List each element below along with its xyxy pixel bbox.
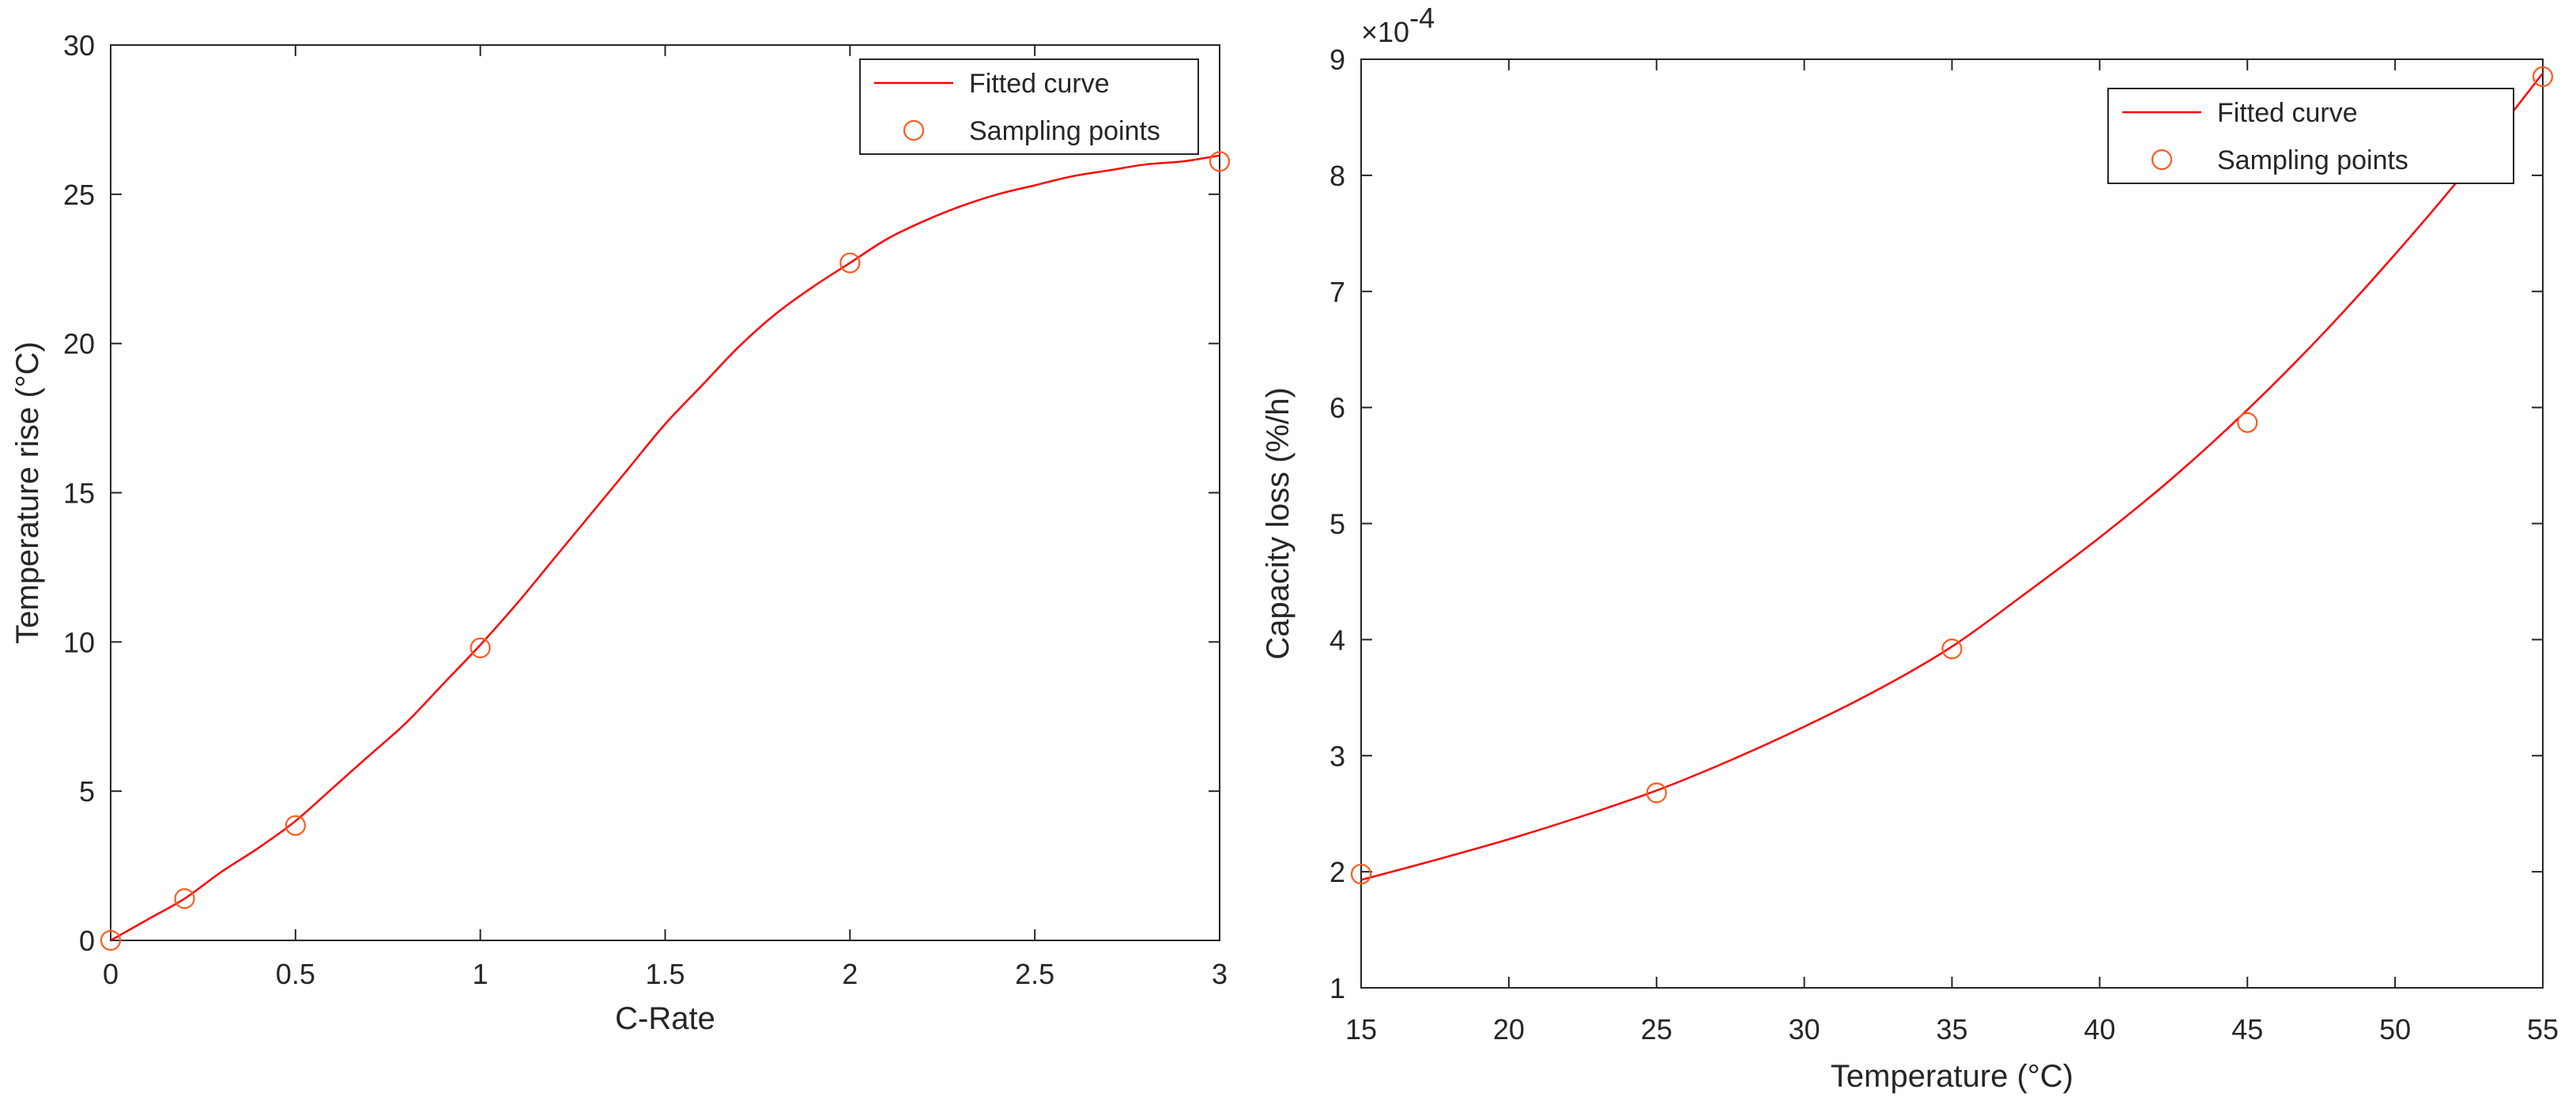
legend-marker-swatch (903, 119, 925, 141)
y-tick-label: 1 (1329, 972, 1345, 1004)
legend-box (859, 58, 1199, 155)
x-tick-label: 2 (842, 958, 858, 990)
x-tick-label: 3 (1212, 958, 1228, 990)
legend-entry-label: Fitted curve (2217, 98, 2358, 128)
x-tick-label: 35 (1936, 1013, 1967, 1046)
sampling-point (2237, 412, 2258, 433)
y-tick-label: 7 (1329, 276, 1345, 308)
legend-entry-label: Sampling points (969, 116, 1160, 146)
y-tick-label: 0 (79, 925, 95, 957)
chart-1: 0 0.5 1 1.5 2 2.5 3051015202530C-RateTemperatu… (10, 29, 1231, 1036)
y-axis-multiplier-exponent: -4 (1409, 2, 1435, 34)
y-axis-label: Capacity loss (%/h) (1261, 387, 1296, 660)
x-tick-label: 2.5 (1015, 958, 1054, 990)
x-tick-label: 40 (2084, 1013, 2115, 1046)
x-tick-label: 15 (1345, 1013, 1377, 1046)
y-tick-label: 5 (79, 775, 95, 808)
x-tick-label: 0.5 (276, 958, 315, 990)
x-tick-label: 45 (2231, 1013, 2263, 1046)
sampling-point (1350, 863, 1372, 885)
legend-entry-label: Sampling points (2217, 145, 2408, 175)
x-tick-label: 1 (473, 958, 488, 990)
legend-marker-swatch (2151, 149, 2173, 171)
sampling-point (470, 637, 491, 658)
y-tick-label: 15 (63, 477, 95, 510)
x-axis-label: Temperature (°C) (1831, 1059, 2073, 1094)
sampling-point (100, 929, 122, 951)
fitted-curve-line (1361, 72, 2543, 881)
sampling-point (174, 888, 195, 910)
sampling-point (839, 252, 861, 273)
legend: Fitted curve Sampling points (859, 58, 1199, 155)
y-tick-label: 4 (1329, 624, 1345, 656)
y-tick-label: 30 (63, 29, 95, 62)
plot-area-frame (110, 44, 1220, 941)
x-tick-label: 50 (2379, 1013, 2411, 1046)
plot-area-frame (1360, 58, 2544, 989)
sampling-point (285, 815, 306, 836)
legend-box (2107, 88, 2514, 184)
sampling-point (1646, 782, 1667, 804)
x-tick-label: 55 (2527, 1013, 2559, 1046)
y-axis-label: Temperature rise (°C) (10, 341, 45, 644)
sampling-point (2532, 66, 2554, 88)
y-tick-label: 5 (1329, 508, 1345, 541)
y-tick-label: 2 (1329, 856, 1345, 888)
y-tick-label: 10 (63, 626, 95, 658)
y-tick-label: 3 (1329, 740, 1345, 772)
x-tick-label: 1.5 (645, 958, 685, 990)
x-axis-label: C-Rate (615, 1001, 715, 1036)
legend: Fitted curve Sampling points (2107, 88, 2514, 184)
x-tick-label: 25 (1641, 1013, 1673, 1046)
x-tick-label: 20 (1493, 1013, 1525, 1046)
y-tick-label: 25 (63, 179, 95, 211)
y-tick-label: 8 (1329, 160, 1345, 192)
x-tick-label: 30 (1789, 1013, 1820, 1046)
sampling-point (1209, 151, 1231, 172)
y-axis-multiplier-base: ×10 (1361, 16, 1409, 48)
fitted-curve-line (111, 154, 1220, 940)
y-tick-label: 9 (1329, 43, 1345, 76)
legend-entry-label: Fitted curve (969, 69, 1110, 99)
sampling-point (1941, 639, 1963, 660)
y-tick-label: 6 (1329, 392, 1345, 424)
x-tick-label: 0 (103, 958, 119, 990)
y-axis-multiplier: ×10-4 (1361, 2, 1435, 48)
y-tick-label: 20 (63, 328, 95, 360)
